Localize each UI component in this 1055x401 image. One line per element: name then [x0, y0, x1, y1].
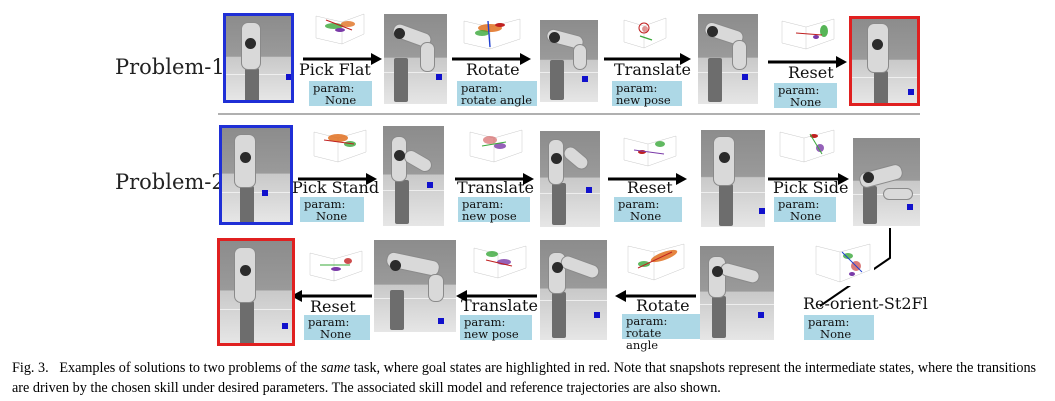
param-value: None [820, 327, 852, 341]
snapshot-p1-step2 [540, 20, 598, 102]
param-box: param: rotate angle [457, 81, 537, 106]
param-box: param: new pose [458, 197, 530, 222]
skill-label-pick-stand: Pick Stand [292, 178, 380, 197]
transition-arrow [291, 290, 372, 302]
skill-label-reset: Reset [788, 63, 834, 82]
snapshot-p1-step1 [384, 14, 447, 104]
snapshot-p1-goal [849, 16, 920, 106]
snapshot-p2-step3 [701, 130, 765, 227]
param-value: rotate angle [626, 326, 662, 352]
param-box: param: rotate angle [622, 314, 700, 351]
param-label: param: [304, 197, 346, 211]
skill-model-plot-translate [620, 12, 670, 52]
skill-model-plot-translate [470, 240, 530, 282]
skill-model-plot-reset [306, 245, 366, 285]
skill-label-translate: Translate [457, 178, 534, 197]
snapshot-p2-goal [217, 238, 295, 346]
snapshot-p2-step1 [383, 126, 444, 226]
param-label: param: [616, 81, 658, 95]
param-label: param: [308, 315, 350, 329]
param-label: param: [464, 315, 506, 329]
snapshot-p2-initial [219, 125, 293, 225]
caption-label: Fig. 3. [12, 360, 49, 376]
transition-arrow [608, 173, 687, 185]
caption-text-before: Examples of solutions to two problems of… [59, 360, 321, 376]
transition-arrow [455, 173, 534, 185]
transition-arrow [298, 173, 377, 185]
skill-label-rotate: Rotate [466, 60, 520, 79]
skill-label-reset: Reset [627, 178, 673, 197]
transition-arrow-elbow [819, 228, 891, 307]
skill-model-plot-reset [778, 13, 838, 53]
param-label: param: [462, 197, 504, 211]
problem-divider [218, 113, 920, 115]
param-label: param: [313, 81, 355, 95]
param-value: None [316, 209, 348, 223]
param-label: param: [626, 314, 668, 328]
param-value: rotate angle [461, 93, 533, 107]
caption-emphasis: same [320, 360, 351, 376]
figure: Problem-1 Problem-2 Pick Flat param: None… [115, 8, 928, 351]
param-value: None [320, 327, 352, 341]
skill-label-translate: Translate [461, 296, 538, 315]
skill-model-plot-reset [620, 130, 680, 170]
param-value: new pose [462, 209, 517, 223]
skill-model-plot-pick-flat [312, 8, 367, 48]
skill-model-plot-rotate [624, 238, 688, 284]
skill-label-rotate: Rotate [636, 296, 690, 315]
transition-arrow [768, 173, 849, 185]
skill-label-re-orient-st2fl: Re-orient-St2Fl [803, 294, 928, 313]
skill-model-plot-rotate [460, 13, 525, 53]
snapshot-p2-step5 [700, 246, 774, 340]
param-box: param: None [774, 197, 836, 222]
param-value: None [630, 209, 662, 223]
skill-label-pick-flat: Pick Flat [299, 60, 371, 79]
snapshot-p2-step6 [540, 240, 607, 340]
param-box: param: None [300, 197, 364, 222]
param-value: new pose [616, 93, 671, 107]
param-value: None [790, 95, 822, 109]
figure-caption: Fig. 3. Examples of solutions to two pro… [12, 358, 1046, 398]
param-label: param: [778, 83, 820, 97]
param-box: param: None [804, 315, 874, 340]
transition-arrow [303, 53, 382, 65]
param-box: param: None [304, 315, 370, 340]
snapshot-p2-step7 [374, 240, 456, 332]
row-label-problem-1: Problem-1 [115, 55, 225, 79]
param-label: param: [808, 315, 850, 329]
param-label: param: [461, 81, 503, 95]
row-label-problem-2: Problem-2 [115, 170, 225, 194]
skill-model-plot-translate [466, 124, 526, 166]
snapshot-p1-step3 [698, 14, 758, 104]
param-box: param: new pose [612, 81, 682, 106]
param-box: param: None [774, 83, 837, 108]
transition-arrow [452, 53, 531, 65]
transition-arrow [456, 290, 537, 302]
param-label: param: [778, 197, 820, 211]
skill-label-pick-side: Pick Side [773, 178, 849, 197]
transition-arrow [768, 56, 847, 68]
snapshot-p2-step2 [540, 131, 600, 227]
skill-label-translate: Translate [614, 60, 691, 79]
param-value: None [790, 209, 822, 223]
param-box: param: new pose [460, 315, 532, 340]
param-value: None [325, 93, 357, 107]
transition-arrow [615, 290, 696, 302]
skill-label-reset: Reset [310, 297, 356, 316]
param-value: new pose [464, 327, 519, 341]
param-box: param: None [614, 197, 682, 222]
snapshot-p1-initial [223, 13, 294, 103]
skill-model-plot-re-orient [812, 238, 874, 286]
skill-model-plot-pick-side [776, 124, 838, 166]
transition-arrow [604, 53, 691, 65]
caption-text-after: task, where goal states are highlighted … [12, 360, 1037, 396]
skill-model-plot-pick-stand [310, 124, 370, 166]
param-label: param: [618, 197, 660, 211]
param-box: param: None [309, 81, 372, 106]
snapshot-p2-step4 [853, 138, 920, 226]
